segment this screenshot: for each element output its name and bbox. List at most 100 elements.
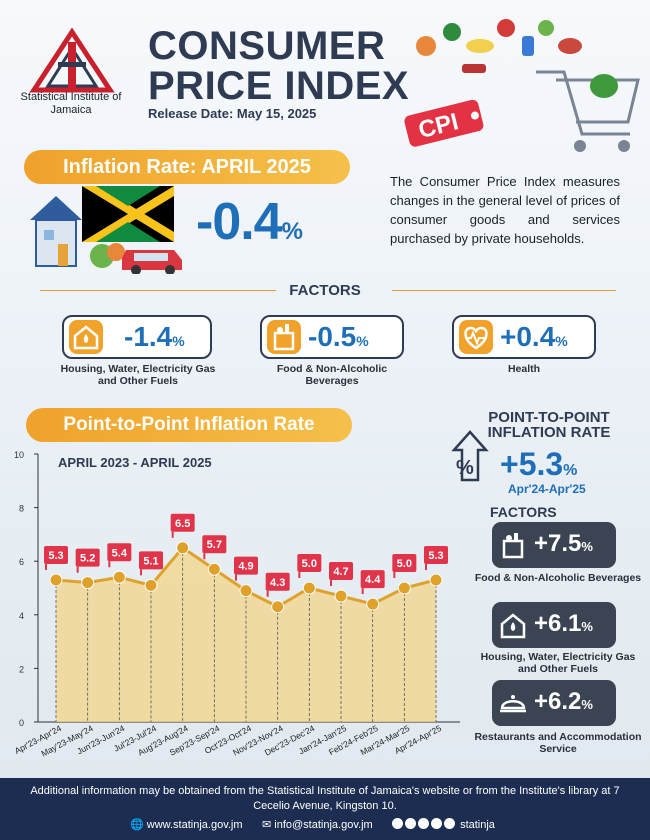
p2p-heading-line-2: INFLATION RATE <box>487 424 611 441</box>
data-label: 5.1 <box>143 555 158 567</box>
data-label: 5.2 <box>80 553 95 565</box>
house-utilities-icon <box>69 320 103 354</box>
data-point <box>81 576 95 590</box>
data-point <box>176 541 190 555</box>
data-point <box>366 597 380 611</box>
data-label-bg <box>170 513 195 532</box>
threads-icon[interactable] <box>444 818 455 829</box>
email-link[interactable]: ✉ info@statinja.gov.jm <box>262 819 373 831</box>
website-link[interactable]: 🌐 www.statinja.gov.jm <box>130 819 243 831</box>
y-tick-label: 0 <box>19 718 24 728</box>
social-links[interactable]: statinja <box>392 818 495 831</box>
cpi-description: The Consumer Price Index measures change… <box>390 174 620 246</box>
data-label-bg <box>265 572 290 591</box>
factor-label: Housing, Water, Electricity Gas and Othe… <box>60 363 216 387</box>
linkedin-icon[interactable] <box>431 818 442 829</box>
factor-label: Food & Non-Alcoholic Beverages <box>276 363 388 387</box>
heartbeat-icon <box>459 320 493 354</box>
data-label: 4.3 <box>270 577 285 589</box>
statin-logo <box>29 28 115 93</box>
factor-housing: -1.4% <box>62 315 212 359</box>
title-line-1: CONSUMER <box>148 24 386 68</box>
facebook-icon[interactable] <box>392 818 403 829</box>
factor-value: +0.4% <box>500 321 568 352</box>
data-label: 5.7 <box>207 539 222 551</box>
data-label: 4.4 <box>365 574 381 586</box>
data-label: 5.3 <box>48 550 63 562</box>
food-cloche-icon <box>500 695 526 713</box>
inflation-value: -0.4% <box>196 192 303 252</box>
data-point <box>144 578 158 592</box>
data-label-bg <box>202 535 227 554</box>
twitter-icon[interactable] <box>418 818 429 829</box>
data-label-bg <box>424 545 448 564</box>
data-label-bg <box>234 556 258 575</box>
data-label: 5.4 <box>112 547 128 559</box>
p2p-factors-heading: FACTORS <box>490 504 557 520</box>
p2p-factor-restaurants: +6.2% <box>492 680 616 726</box>
house-utilities-icon <box>500 613 526 639</box>
p2p-unit: % <box>563 462 578 479</box>
instagram-icon[interactable] <box>405 818 416 829</box>
factor-value: -1.4% <box>124 321 185 352</box>
inflation-unit: % <box>281 218 303 245</box>
y-tick-label: 6 <box>19 557 24 567</box>
y-tick-label: 4 <box>19 611 24 621</box>
data-point <box>302 581 316 595</box>
data-label-bg <box>75 548 100 567</box>
p2p-period: Apr'24-Apr'25 <box>508 482 586 496</box>
percent-arrow-icon: % <box>451 430 489 482</box>
data-label-bg <box>139 551 163 570</box>
data-point <box>239 584 253 598</box>
chart-title: APRIL 2023 - APRIL 2025 <box>58 455 212 470</box>
inflation-number: -0.4 <box>196 193 283 251</box>
data-label-bg <box>360 570 385 589</box>
jamaica-illustration <box>30 186 182 274</box>
globe-icon: 🌐 <box>130 819 144 831</box>
factor-label: Health <box>507 363 541 375</box>
data-label: 6.5 <box>175 518 190 530</box>
y-tick-label: 2 <box>19 664 24 674</box>
data-label-bg <box>107 543 132 562</box>
data-point <box>112 570 126 584</box>
data-point <box>429 573 443 587</box>
p2p-heading-line-1: POINT-TO-POINT <box>488 409 610 426</box>
factor-food: -0.5% <box>260 315 404 359</box>
page-title: CONSUMER PRICE INDEX <box>148 26 409 106</box>
p2p-banner: Point-to-Point Inflation Rate <box>26 408 352 442</box>
p2p-factor-label: Food & Non-Alcoholic Beverages <box>474 572 642 584</box>
p2p-factor-label: Housing, Water, Electricity Gas and Othe… <box>480 651 636 675</box>
data-label: 5.0 <box>397 558 412 570</box>
p2p-heading: POINT-TO-POINT INFLATION RATE <box>454 410 644 440</box>
p2p-factor-value: +6.1% <box>534 610 593 637</box>
data-point <box>334 589 348 603</box>
p2p-factor-label: Restaurants and Accommodation Service <box>474 731 642 755</box>
data-label-bg <box>392 554 417 572</box>
factor-health: +0.4% <box>452 315 596 359</box>
p2p-factor-housing: +6.1% <box>492 602 616 648</box>
p2p-value: +5.3% <box>500 446 577 483</box>
footer-text: Additional information may be obtained f… <box>30 785 620 812</box>
data-point <box>271 600 285 614</box>
svg-text:%: % <box>456 457 474 479</box>
data-label: 5.3 <box>428 550 443 562</box>
footer: Additional information may be obtained f… <box>0 778 650 840</box>
inflation-banner: Inflation Rate: APRIL 2025 <box>24 150 350 184</box>
divider-left <box>40 290 276 291</box>
mail-icon: ✉ <box>262 819 272 831</box>
data-label-bg <box>44 545 68 564</box>
release-date: Release Date: May 15, 2025 <box>148 106 317 121</box>
org-name: Statistical Institute of Jamaica <box>20 91 122 116</box>
data-point <box>397 581 411 595</box>
y-tick-label: 8 <box>19 504 24 514</box>
p2p-line-chart: 0 2 4 6 8 10 APRIL 2023 - APRIL 2025 5.3 5.2 5.4 5… <box>13 450 460 759</box>
data-label: 4.7 <box>333 566 348 578</box>
divider-right <box>392 290 616 291</box>
factors-heading: FACTORS <box>289 282 361 299</box>
data-label-bg <box>297 554 322 572</box>
grocery-bag-icon <box>267 320 301 354</box>
factor-value: -0.5% <box>308 321 369 352</box>
p2p-factor-food: +7.5% <box>492 522 616 568</box>
p2p-factor-value: +7.5% <box>534 530 593 557</box>
grocery-bag-icon <box>502 533 524 559</box>
